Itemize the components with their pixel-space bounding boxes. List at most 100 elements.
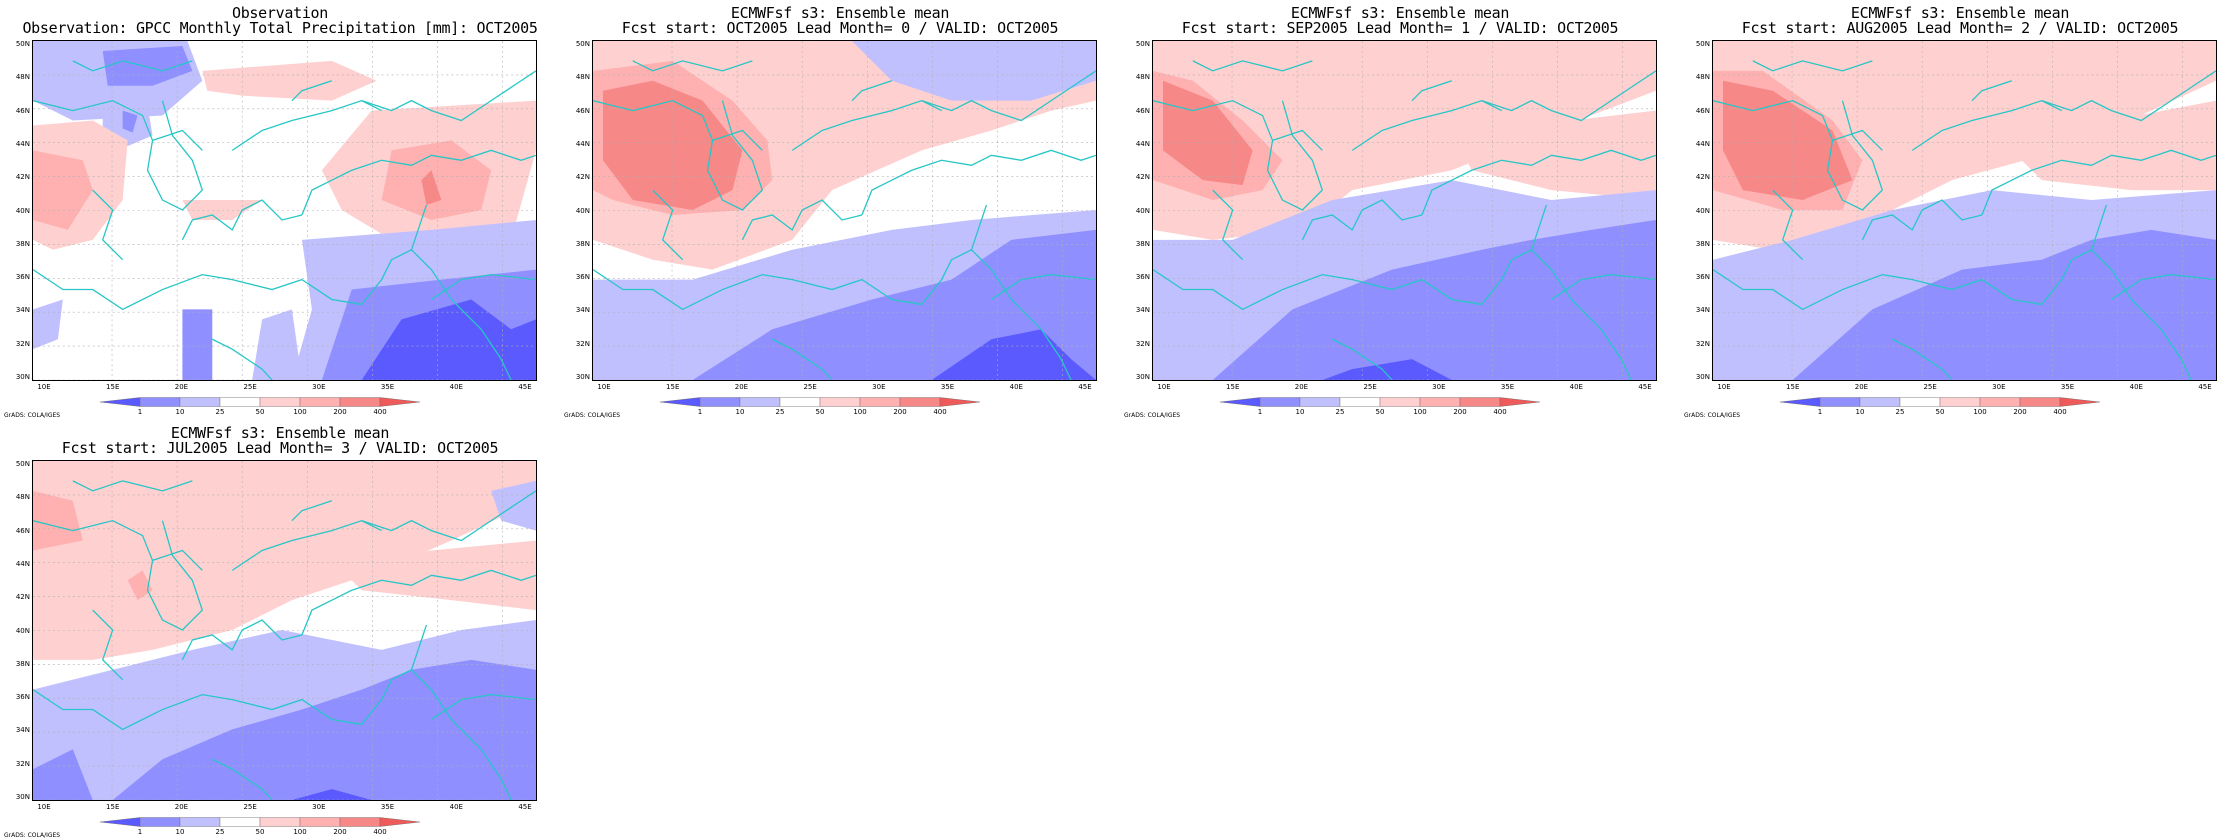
- colorbar-label: 1: [1817, 408, 1823, 416]
- forecast-panel-lead-3: ECMWFsf s3: Ensemble mean Fcst start: JUL…: [0, 420, 560, 840]
- precipitation-map: [1712, 40, 2217, 381]
- forecast-panel-lead-2: ECMWFsf s3: Ensemble mean Fcst start: AUG…: [1680, 0, 2240, 420]
- precipitation-map: [592, 40, 1097, 381]
- colorbar-label: 400: [1493, 408, 1507, 416]
- lat-tick-label: 46N: [1135, 106, 1150, 115]
- lon-tick-label: 10E: [597, 383, 611, 391]
- colorbar-label: 100: [1973, 408, 1987, 416]
- lon-tick-label: 40E: [1569, 383, 1583, 391]
- coastline: [632, 60, 753, 72]
- coastline: [593, 269, 922, 311]
- coastline: [33, 519, 204, 631]
- coastline: [1530, 204, 1548, 250]
- panel-subtitle: Fcst start: SEP2005 Lead Month= 1 / VALI…: [1181, 19, 1619, 37]
- colorbar-segment: [219, 817, 261, 827]
- precip-shading: [1162, 80, 1253, 186]
- colorbar-segment: [739, 397, 781, 407]
- precip-shading: [33, 461, 536, 660]
- colorbar-label: 1: [1257, 408, 1263, 416]
- precip-shading: [1212, 219, 1656, 380]
- colorbar-segment: [179, 817, 221, 827]
- colorbar: [1780, 397, 2100, 407]
- precip-shading: [122, 110, 138, 133]
- precip-shading: [182, 200, 263, 220]
- colorbar-segment: [299, 817, 341, 827]
- colorbar-segment: [1379, 397, 1421, 407]
- coastline: [851, 80, 893, 102]
- colorbar-label: 400: [2053, 408, 2067, 416]
- precip-shading: [182, 309, 213, 380]
- lat-tick-label: 30N: [575, 373, 590, 381]
- coastline: [33, 99, 204, 211]
- coastline: [1713, 99, 1884, 211]
- precip-shading: [291, 789, 372, 800]
- colorbar-label: 100: [293, 828, 307, 836]
- coastline: [211, 758, 273, 800]
- lat-tick-label: 36N: [15, 273, 30, 282]
- colorbar-segment: [100, 817, 141, 827]
- lat-tick-label: 50N: [15, 40, 30, 48]
- precip-shading: [593, 279, 623, 360]
- coastline: [1772, 189, 1804, 261]
- colorbar-segment: [379, 397, 420, 407]
- coastline: [1212, 189, 1244, 261]
- lat-tick-label: 36N: [1695, 273, 1710, 282]
- colorbar-label: 400: [373, 408, 387, 416]
- lon-tick-label: 10E: [1157, 383, 1171, 391]
- coastline: [72, 480, 193, 492]
- lat-tick-label: 40N: [575, 206, 590, 215]
- lat-tick-label: 44N: [1135, 139, 1150, 148]
- lon-tick-label: 35E: [380, 803, 395, 811]
- colorbar: [1220, 397, 1540, 407]
- colorbar-label: 100: [293, 408, 307, 416]
- coastline: [361, 668, 512, 800]
- coastline: [2041, 70, 2216, 122]
- colorbar-segment: [1899, 397, 1941, 407]
- lon-tick-label: 45E: [1638, 383, 1652, 391]
- lat-tick-label: 50N: [15, 460, 30, 468]
- coastline: [291, 80, 333, 102]
- coastline: [991, 273, 1096, 301]
- coastline: [1832, 129, 1883, 151]
- lat-tick-label: 38N: [1135, 239, 1150, 248]
- lon-tick-label: 20E: [174, 803, 189, 811]
- coastline: [1891, 338, 1953, 380]
- panel-subtitle: Observation: GPCC Monthly Total Precipit…: [22, 19, 538, 37]
- colorbar-segment: [699, 397, 741, 407]
- colorbar-segment: [339, 817, 381, 827]
- colorbar-label: 50: [255, 828, 265, 836]
- lat-tick-label: 42N: [1135, 173, 1150, 182]
- lon-tick-label: 15E: [106, 383, 120, 391]
- coastline: [431, 273, 536, 301]
- precip-shading: [602, 80, 743, 211]
- lon-tick-label: 35E: [940, 383, 955, 391]
- grads-credit: GrADS: COLA/IGES: [4, 832, 61, 839]
- coastline: [301, 569, 536, 636]
- precip-shading: [112, 659, 536, 800]
- lon-tick-label: 30E: [1992, 383, 2006, 391]
- colorbar-label: 25: [775, 408, 785, 416]
- colorbar-label: 10: [735, 408, 745, 416]
- coastline: [1272, 129, 1323, 151]
- precip-shading: [202, 60, 377, 101]
- colorbar-label: 1: [137, 828, 143, 836]
- precip-shading: [361, 299, 536, 380]
- precipitation-map: [32, 40, 537, 381]
- colorbar-label: 50: [1935, 408, 1945, 416]
- grads-credit: GrADS: COLA/IGES: [4, 412, 61, 419]
- coastline: [291, 500, 333, 522]
- precipitation-map: [32, 460, 537, 801]
- lat-tick-label: 44N: [15, 559, 30, 568]
- lon-tick-label: 10E: [1717, 383, 1731, 391]
- coastline: [431, 693, 536, 721]
- coastline: [410, 204, 428, 250]
- lat-tick-label: 34N: [1695, 306, 1710, 315]
- lat-tick-label: 36N: [575, 273, 590, 282]
- panel-title: ECMWFsf s3: Ensemble mean: [1290, 4, 1510, 22]
- panel-subtitle: Fcst start: OCT2005 Lead Month= 0 / VALI…: [621, 19, 1059, 37]
- lon-tick-label: 45E: [2198, 383, 2212, 391]
- colorbar: [660, 397, 980, 407]
- colorbar-label: 25: [1335, 408, 1345, 416]
- colorbar-segment: [2059, 397, 2100, 407]
- coastline: [1481, 70, 1656, 122]
